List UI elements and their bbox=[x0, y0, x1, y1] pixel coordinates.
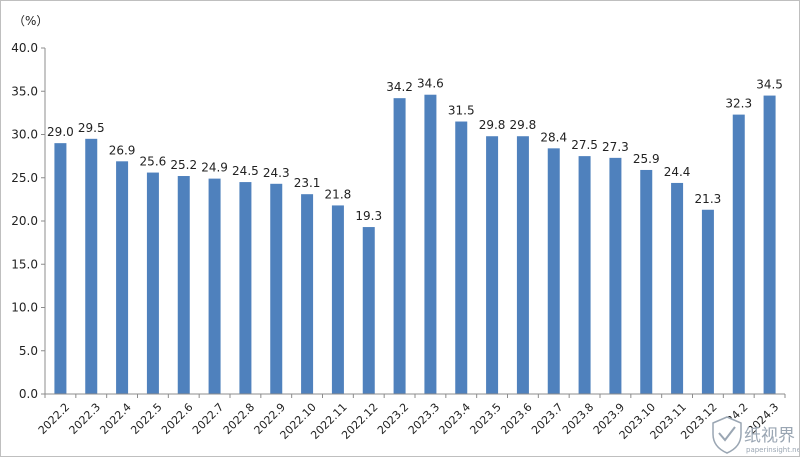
data-label: 24.4 bbox=[664, 165, 691, 179]
bar bbox=[701, 209, 714, 394]
bar bbox=[609, 157, 622, 394]
data-label: 25.2 bbox=[170, 158, 197, 172]
y-tick-label: 10.0 bbox=[11, 301, 38, 315]
bar bbox=[208, 178, 221, 394]
bar bbox=[331, 205, 344, 394]
bar bbox=[116, 161, 129, 394]
data-label: 29.0 bbox=[47, 125, 74, 139]
x-tick-label: 2023.2 bbox=[375, 401, 411, 437]
bar bbox=[547, 148, 560, 394]
x-tick-label: 2023.7 bbox=[529, 401, 565, 437]
data-label: 32.3 bbox=[725, 97, 752, 111]
bar bbox=[732, 114, 745, 394]
bar bbox=[85, 138, 98, 394]
watermark-brand: 纸视界 bbox=[744, 426, 795, 446]
data-label: 29.8 bbox=[510, 118, 537, 132]
data-label: 29.5 bbox=[78, 121, 105, 135]
x-tick-label: 2023.6 bbox=[498, 401, 534, 437]
data-label: 31.5 bbox=[448, 104, 475, 118]
bar bbox=[640, 169, 653, 394]
y-tick-label: 5.0 bbox=[19, 344, 38, 358]
bar bbox=[486, 136, 499, 395]
watermark-logo: 纸视界 paperinsight.net bbox=[712, 416, 799, 454]
x-tick-label: 2022.3 bbox=[67, 401, 103, 437]
y-tick-label: 35.0 bbox=[11, 84, 38, 98]
x-tick-label: 2022.2 bbox=[36, 401, 72, 437]
bar bbox=[393, 98, 406, 395]
bar bbox=[763, 95, 776, 394]
x-tick-label: 2023.8 bbox=[560, 401, 596, 437]
bar bbox=[270, 183, 283, 394]
y-tick-label: 20.0 bbox=[11, 214, 38, 228]
bar bbox=[578, 156, 591, 394]
data-label: 21.3 bbox=[695, 192, 722, 206]
bar bbox=[146, 172, 159, 394]
bar bbox=[177, 176, 190, 394]
y-tick-label: 15.0 bbox=[11, 257, 38, 271]
watermark-site: paperinsight.net bbox=[746, 446, 799, 454]
x-tick-label: 2022.5 bbox=[128, 401, 164, 437]
bar bbox=[424, 94, 437, 395]
data-label: 21.8 bbox=[325, 187, 352, 201]
data-label: 27.5 bbox=[571, 138, 598, 152]
x-tick-label: 2022.8 bbox=[221, 401, 257, 437]
bar bbox=[239, 182, 252, 394]
x-tick-label: 2022.4 bbox=[97, 401, 133, 437]
y-tick-label: 40.0 bbox=[11, 41, 38, 55]
bar bbox=[54, 143, 67, 394]
bar-series: 29.0 29.5 26.9 25.6 25.2 24.9 24.5 24.3 23.1 21.8… bbox=[47, 77, 783, 395]
data-label: 19.3 bbox=[355, 209, 382, 223]
data-label: 24.3 bbox=[263, 166, 290, 180]
data-label: 25.9 bbox=[633, 152, 660, 166]
y-tick-label: 0.0 bbox=[19, 387, 38, 401]
x-tick-label: 2023.3 bbox=[406, 401, 442, 437]
bar bbox=[301, 194, 314, 394]
data-label: 27.3 bbox=[602, 140, 629, 154]
data-label: 23.1 bbox=[294, 176, 321, 190]
x-axis: 2022.22022.32022.42022.52022.62022.72022… bbox=[36, 393, 786, 442]
data-label: 25.6 bbox=[140, 155, 167, 169]
x-tick-label: 2023.4 bbox=[437, 401, 473, 437]
shield-logo-icon bbox=[712, 416, 742, 454]
data-label: 26.9 bbox=[109, 143, 136, 157]
data-label: 24.5 bbox=[232, 164, 259, 178]
bar bbox=[455, 121, 468, 395]
data-label: 34.2 bbox=[386, 80, 413, 94]
y-unit-label: （%） bbox=[13, 14, 48, 28]
x-tick-label: 2022.7 bbox=[190, 401, 226, 437]
data-label: 28.4 bbox=[540, 130, 567, 144]
bar bbox=[516, 136, 529, 395]
bar bbox=[671, 182, 684, 394]
bar bbox=[362, 227, 375, 394]
data-label: 34.6 bbox=[417, 77, 444, 91]
y-tick-label: 25.0 bbox=[11, 171, 38, 185]
data-label: 34.5 bbox=[756, 78, 783, 92]
x-tick-label: 2022.6 bbox=[159, 401, 195, 437]
y-axis: 0.0 5.0 10.0 15.0 20.0 25.0 30.0 35.0 40.0 bbox=[11, 41, 46, 401]
y-tick-label: 30.0 bbox=[11, 128, 38, 142]
data-label: 24.9 bbox=[201, 161, 228, 175]
x-tick-label: 2023.5 bbox=[467, 401, 503, 437]
data-label: 29.8 bbox=[479, 118, 506, 132]
